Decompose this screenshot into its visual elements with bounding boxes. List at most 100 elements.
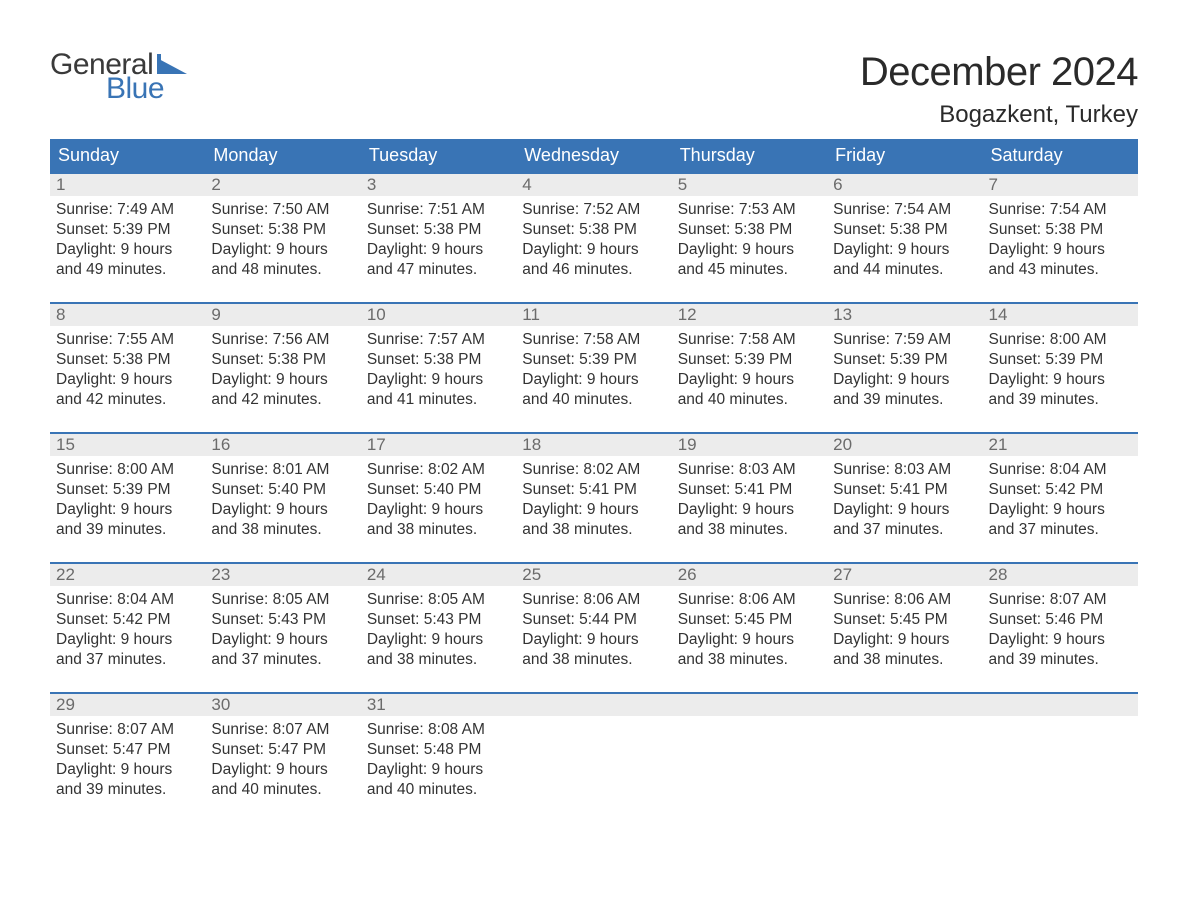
day-cell: 27Sunrise: 8:06 AMSunset: 5:45 PMDayligh… <box>827 564 982 674</box>
day-number <box>672 694 827 716</box>
day-body: Sunrise: 8:07 AMSunset: 5:47 PMDaylight:… <box>205 716 360 801</box>
day-dl1: Daylight: 9 hours <box>678 500 821 520</box>
day-cell: 3Sunrise: 7:51 AMSunset: 5:38 PMDaylight… <box>361 174 516 284</box>
day-number <box>516 694 671 716</box>
weekday-header: Thursday <box>672 139 827 172</box>
day-dl2: and 39 minutes. <box>833 390 976 410</box>
day-sunrise: Sunrise: 7:54 AM <box>833 200 976 220</box>
day-dl2: and 48 minutes. <box>211 260 354 280</box>
day-cell: 9Sunrise: 7:56 AMSunset: 5:38 PMDaylight… <box>205 304 360 414</box>
day-number: 27 <box>827 564 982 586</box>
day-dl2: and 38 minutes. <box>678 650 821 670</box>
month-title: December 2024 <box>860 50 1138 95</box>
day-dl2: and 38 minutes. <box>367 650 510 670</box>
day-sunrise: Sunrise: 7:51 AM <box>367 200 510 220</box>
day-sunrise: Sunrise: 7:55 AM <box>56 330 199 350</box>
day-number: 29 <box>50 694 205 716</box>
day-cell: 2Sunrise: 7:50 AMSunset: 5:38 PMDaylight… <box>205 174 360 284</box>
day-cell: 15Sunrise: 8:00 AMSunset: 5:39 PMDayligh… <box>50 434 205 544</box>
day-dl2: and 43 minutes. <box>989 260 1132 280</box>
day-dl2: and 40 minutes. <box>367 780 510 800</box>
day-number <box>827 694 982 716</box>
weekday-header: Monday <box>205 139 360 172</box>
day-body: Sunrise: 8:01 AMSunset: 5:40 PMDaylight:… <box>205 456 360 541</box>
day-cell: 1Sunrise: 7:49 AMSunset: 5:39 PMDaylight… <box>50 174 205 284</box>
day-sunset: Sunset: 5:38 PM <box>56 350 199 370</box>
page-header: General Blue December 2024 Bogazkent, Tu… <box>50 50 1138 129</box>
day-sunset: Sunset: 5:39 PM <box>833 350 976 370</box>
day-body: Sunrise: 8:06 AMSunset: 5:45 PMDaylight:… <box>827 586 982 671</box>
day-dl1: Daylight: 9 hours <box>678 370 821 390</box>
day-sunset: Sunset: 5:38 PM <box>522 220 665 240</box>
day-body: Sunrise: 8:00 AMSunset: 5:39 PMDaylight:… <box>983 326 1138 411</box>
day-sunset: Sunset: 5:47 PM <box>211 740 354 760</box>
weekday-header: Friday <box>827 139 982 172</box>
day-dl2: and 37 minutes. <box>989 520 1132 540</box>
day-sunset: Sunset: 5:39 PM <box>522 350 665 370</box>
day-number: 20 <box>827 434 982 456</box>
day-dl1: Daylight: 9 hours <box>678 240 821 260</box>
day-sunset: Sunset: 5:43 PM <box>367 610 510 630</box>
day-dl2: and 37 minutes. <box>833 520 976 540</box>
weekday-header: Tuesday <box>361 139 516 172</box>
day-body: Sunrise: 7:49 AMSunset: 5:39 PMDaylight:… <box>50 196 205 281</box>
day-cell: 28Sunrise: 8:07 AMSunset: 5:46 PMDayligh… <box>983 564 1138 674</box>
day-body: Sunrise: 7:59 AMSunset: 5:39 PMDaylight:… <box>827 326 982 411</box>
day-sunrise: Sunrise: 7:58 AM <box>522 330 665 350</box>
day-dl1: Daylight: 9 hours <box>56 370 199 390</box>
day-cell <box>672 694 827 804</box>
day-sunrise: Sunrise: 8:05 AM <box>211 590 354 610</box>
day-sunrise: Sunrise: 8:06 AM <box>678 590 821 610</box>
day-sunset: Sunset: 5:39 PM <box>56 220 199 240</box>
day-sunrise: Sunrise: 8:03 AM <box>678 460 821 480</box>
day-sunset: Sunset: 5:38 PM <box>211 350 354 370</box>
day-number <box>983 694 1138 716</box>
day-dl2: and 47 minutes. <box>367 260 510 280</box>
day-number: 11 <box>516 304 671 326</box>
day-sunrise: Sunrise: 8:07 AM <box>211 720 354 740</box>
day-number: 12 <box>672 304 827 326</box>
day-sunset: Sunset: 5:42 PM <box>989 480 1132 500</box>
day-sunset: Sunset: 5:46 PM <box>989 610 1132 630</box>
day-sunrise: Sunrise: 7:52 AM <box>522 200 665 220</box>
day-cell: 8Sunrise: 7:55 AMSunset: 5:38 PMDaylight… <box>50 304 205 414</box>
brand-line2: Blue <box>106 74 187 104</box>
day-body: Sunrise: 8:06 AMSunset: 5:45 PMDaylight:… <box>672 586 827 671</box>
day-cell: 30Sunrise: 8:07 AMSunset: 5:47 PMDayligh… <box>205 694 360 804</box>
day-body: Sunrise: 8:06 AMSunset: 5:44 PMDaylight:… <box>516 586 671 671</box>
day-sunset: Sunset: 5:40 PM <box>367 480 510 500</box>
day-sunrise: Sunrise: 7:59 AM <box>833 330 976 350</box>
day-sunrise: Sunrise: 8:02 AM <box>522 460 665 480</box>
day-sunset: Sunset: 5:43 PM <box>211 610 354 630</box>
day-number: 28 <box>983 564 1138 586</box>
day-cell: 6Sunrise: 7:54 AMSunset: 5:38 PMDaylight… <box>827 174 982 284</box>
day-body: Sunrise: 8:05 AMSunset: 5:43 PMDaylight:… <box>361 586 516 671</box>
day-dl1: Daylight: 9 hours <box>833 500 976 520</box>
day-cell: 18Sunrise: 8:02 AMSunset: 5:41 PMDayligh… <box>516 434 671 544</box>
day-dl1: Daylight: 9 hours <box>989 240 1132 260</box>
day-body: Sunrise: 8:00 AMSunset: 5:39 PMDaylight:… <box>50 456 205 541</box>
day-cell: 31Sunrise: 8:08 AMSunset: 5:48 PMDayligh… <box>361 694 516 804</box>
day-body: Sunrise: 8:04 AMSunset: 5:42 PMDaylight:… <box>983 456 1138 541</box>
day-cell: 20Sunrise: 8:03 AMSunset: 5:41 PMDayligh… <box>827 434 982 544</box>
day-body: Sunrise: 7:58 AMSunset: 5:39 PMDaylight:… <box>516 326 671 411</box>
day-number: 17 <box>361 434 516 456</box>
title-block: December 2024 Bogazkent, Turkey <box>860 50 1138 129</box>
day-sunset: Sunset: 5:45 PM <box>833 610 976 630</box>
day-dl2: and 42 minutes. <box>211 390 354 410</box>
day-sunrise: Sunrise: 7:54 AM <box>989 200 1132 220</box>
day-cell: 14Sunrise: 8:00 AMSunset: 5:39 PMDayligh… <box>983 304 1138 414</box>
day-cell: 11Sunrise: 7:58 AMSunset: 5:39 PMDayligh… <box>516 304 671 414</box>
day-number: 21 <box>983 434 1138 456</box>
day-sunset: Sunset: 5:39 PM <box>989 350 1132 370</box>
weekday-header-row: SundayMondayTuesdayWednesdayThursdayFrid… <box>50 139 1138 172</box>
day-cell: 12Sunrise: 7:58 AMSunset: 5:39 PMDayligh… <box>672 304 827 414</box>
day-sunset: Sunset: 5:38 PM <box>833 220 976 240</box>
day-sunrise: Sunrise: 8:07 AM <box>56 720 199 740</box>
day-dl1: Daylight: 9 hours <box>833 630 976 650</box>
day-sunrise: Sunrise: 8:07 AM <box>989 590 1132 610</box>
day-dl1: Daylight: 9 hours <box>522 370 665 390</box>
day-body: Sunrise: 8:08 AMSunset: 5:48 PMDaylight:… <box>361 716 516 801</box>
day-sunset: Sunset: 5:39 PM <box>56 480 199 500</box>
week-row: 8Sunrise: 7:55 AMSunset: 5:38 PMDaylight… <box>50 302 1138 414</box>
